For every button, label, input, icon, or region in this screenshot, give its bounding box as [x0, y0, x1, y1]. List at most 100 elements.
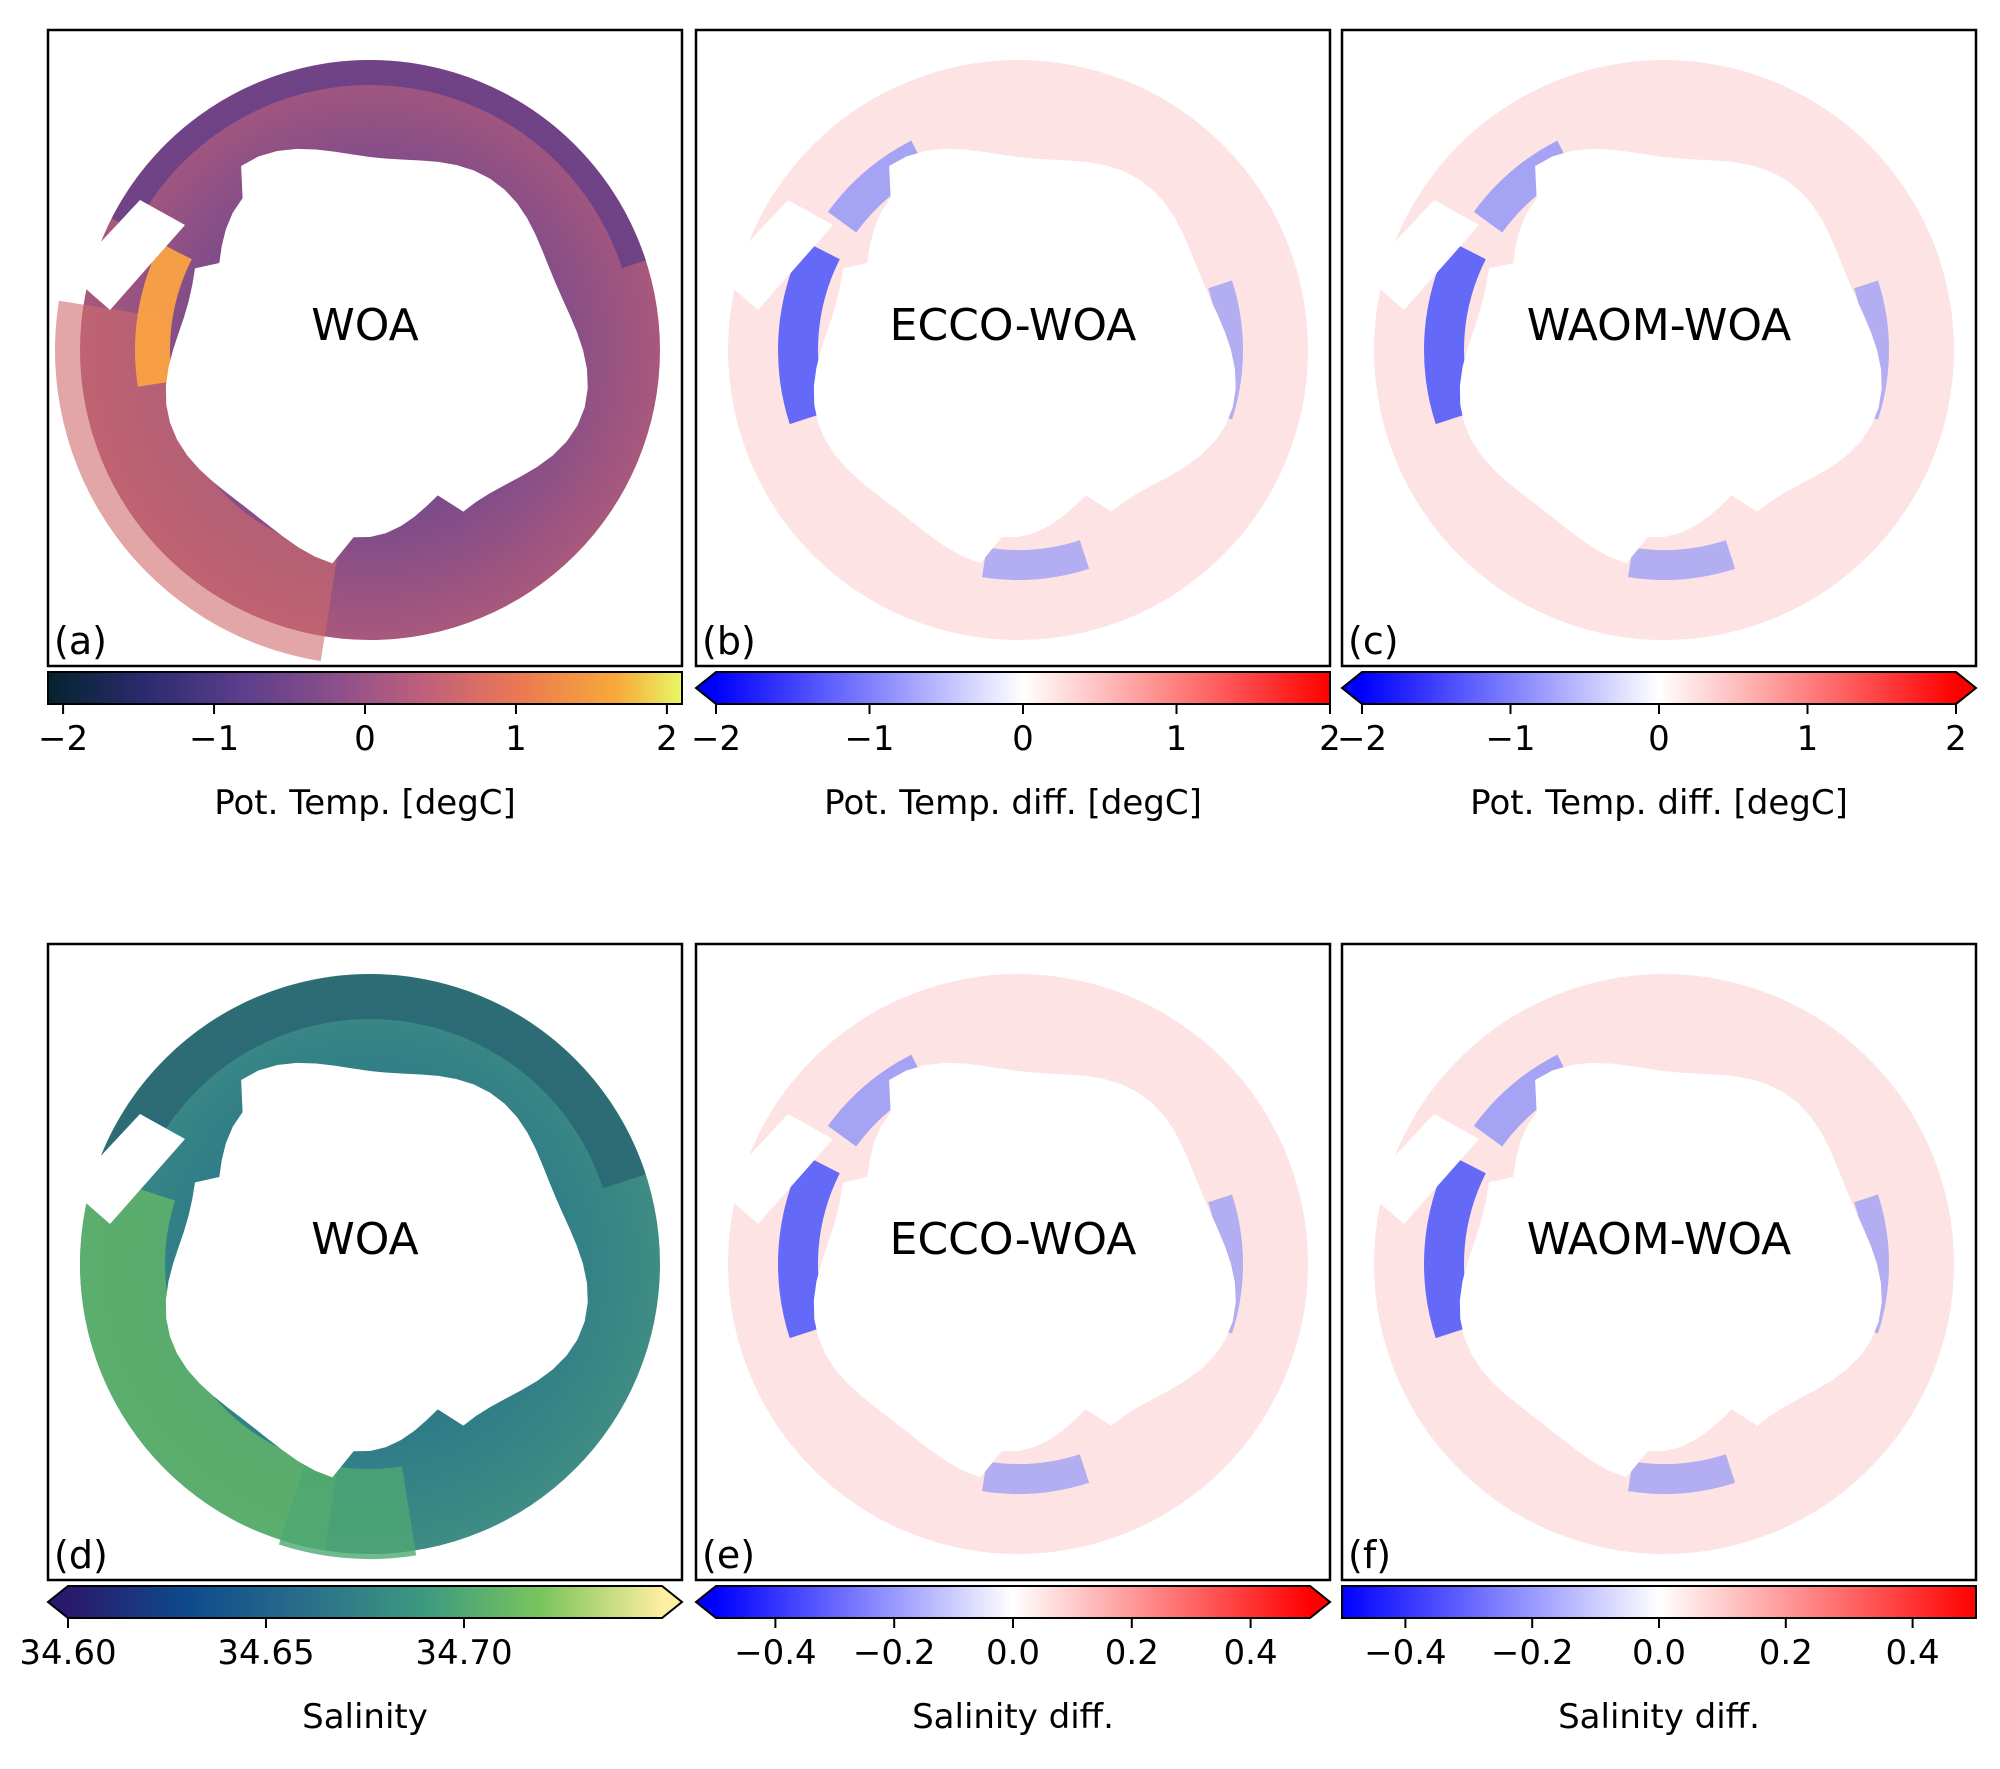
coastal-band: [1628, 540, 1736, 580]
antarctica-mask: [813, 148, 1236, 564]
antarctica-mask: [1459, 148, 1882, 564]
colorbar-tick-label: 34.60: [19, 1633, 116, 1673]
panel-d: WOA (d) 34.60 34.65 34.70 Salinity: [19, 942, 684, 1737]
coastal-band: [54, 300, 338, 662]
colorbar-tick-label: 1: [1166, 719, 1188, 759]
colorbar-tick-label: −1: [189, 719, 239, 759]
colorbar-tick-label: 34.65: [217, 1633, 314, 1673]
colorbar-tick-label: 0.4: [1886, 1633, 1940, 1673]
colorbar-extend-min: [696, 672, 716, 704]
panel-title: WAOM-WOA: [1527, 300, 1792, 351]
panel-title: WOA: [311, 300, 418, 351]
colorbar-extend-max: [662, 1586, 682, 1618]
panel-tag: (d): [54, 1533, 108, 1577]
colorbar-tick-label: 2: [1945, 719, 1967, 759]
colorbar-tick-label: 0.0: [986, 1633, 1040, 1673]
plot-layer: WOA (a) −2 −1 0 1 2 Pot. Temp. [degC] ECCO-WOA (b…: [19, 28, 1978, 1737]
colorbar-label: Pot. Temp. [degC]: [214, 783, 516, 823]
panel-tag: (f): [1348, 1533, 1391, 1577]
coastal-band: [94, 974, 646, 1189]
peninsula-mask: [70, 200, 185, 310]
panel-frame: [1340, 942, 1978, 1582]
panel-title: ECCO-WOA: [890, 1214, 1137, 1265]
panel-title: WAOM-WOA: [1527, 1214, 1792, 1265]
peninsula-mask: [70, 1114, 185, 1224]
panel-tag: (a): [54, 619, 107, 663]
colorbar-tick-label: −0.2: [1491, 1633, 1574, 1673]
panel-frame: [46, 28, 684, 668]
panel-tag: (e): [702, 1533, 755, 1577]
colorbar-label: Salinity diff.: [1558, 1697, 1760, 1737]
colorbar-tick-label: 2: [1319, 719, 1341, 759]
peninsula-mask: [718, 200, 833, 310]
colorbar: −2 −1 0 1 2 Pot. Temp. diff. [degC]: [1337, 671, 1978, 823]
colorbar-tick-label: 0.2: [1759, 1633, 1813, 1673]
colorbar: −2 −1 0 1 2 Pot. Temp. [degC]: [38, 671, 683, 823]
peninsula-mask: [1364, 1114, 1479, 1224]
colorbar-label: Pot. Temp. diff. [degC]: [824, 783, 1202, 823]
panel-frame: [694, 942, 1332, 1582]
colorbar-extend-min: [696, 1586, 716, 1618]
colorbar-extend-max: [1956, 672, 1976, 704]
colorbar-tick-label: 0: [354, 719, 376, 759]
colorbar-gradient: [716, 1586, 1310, 1618]
panel-title: ECCO-WOA: [890, 300, 1137, 351]
coastal-band: [278, 1458, 417, 1559]
colorbar-gradient: [48, 672, 682, 704]
colorbar: −0.4 −0.2 0.0 0.2 0.4 Salinity diff.: [694, 1585, 1332, 1737]
panel-a: WOA (a) −2 −1 0 1 2 Pot. Temp. [degC]: [38, 28, 684, 823]
colorbar-tick-label: −2: [691, 719, 741, 759]
coastal-band: [1628, 1454, 1736, 1494]
colorbar-extend-min: [1342, 672, 1362, 704]
coastal-band: [135, 243, 192, 387]
colorbar-tick-label: 2: [656, 719, 678, 759]
panel-tag: (c): [1348, 619, 1399, 663]
antarctica-mask: [165, 1062, 588, 1478]
coastal-band: [982, 540, 1090, 580]
colorbar-gradient: [1342, 1586, 1976, 1618]
panel-frame: [694, 28, 1332, 668]
colorbar-outline: [47, 671, 683, 705]
colorbar-tick-label: 0.2: [1105, 1633, 1159, 1673]
coastal-band: [778, 241, 840, 425]
colorbar-tick-label: 34.70: [415, 1633, 512, 1673]
colorbar-gradient: [68, 1586, 662, 1618]
panel-frame: [1340, 28, 1978, 668]
colorbar-tick-label: −1: [844, 719, 894, 759]
antarctica-mask: [1459, 1062, 1882, 1478]
panel-b: ECCO-WOA (b) −2 −1 0 1 2 Pot. Temp. diff. [degC…: [691, 28, 1341, 823]
antarctica-mask: [813, 1062, 1236, 1478]
coastal-band: [80, 1174, 338, 1551]
colorbar-tick-label: −2: [1337, 719, 1387, 759]
colorbar-label: Salinity: [302, 1697, 428, 1737]
panel-f: WAOM-WOA (f) −0.4 −0.2 0.0 0.2 0.4 Salinity dif…: [1340, 942, 1978, 1737]
panel-title: WOA: [311, 1214, 418, 1265]
panel-c: WAOM-WOA (c) −2 −1 0 1 2 Pot. Temp. diff. [degC…: [1337, 28, 1978, 823]
colorbar-label: Salinity diff.: [912, 1697, 1114, 1737]
colorbar-outline: [1341, 1585, 1977, 1619]
panel-e: ECCO-WOA (e) −0.4 −0.2 0.0 0.2 0.4 Salinity dif…: [694, 942, 1332, 1737]
colorbar: −2 −1 0 1 2 Pot. Temp. diff. [degC]: [691, 671, 1341, 823]
panel-tag: (b): [702, 619, 756, 663]
peninsula-mask: [718, 1114, 833, 1224]
panel-frame: [46, 942, 684, 1582]
coastal-band: [982, 1454, 1090, 1494]
colorbar-tick-label: 0.4: [1224, 1633, 1278, 1673]
coastal-band: [1424, 1155, 1486, 1339]
colorbar: 34.60 34.65 34.70 Salinity: [19, 1585, 684, 1737]
colorbar-gradient: [1362, 672, 1956, 704]
colorbar-tick-label: 0: [1648, 719, 1670, 759]
colorbar-tick-label: −2: [38, 719, 88, 759]
colorbar-tick-label: 0: [1012, 719, 1034, 759]
colorbar-tick-label: 1: [505, 719, 527, 759]
colorbar-extend-min: [48, 1586, 68, 1618]
colorbar-tick-label: −0.2: [853, 1633, 936, 1673]
coastal-band: [1424, 241, 1486, 425]
colorbar-tick-label: 1: [1797, 719, 1819, 759]
colorbar-outline: [694, 1585, 1332, 1619]
colorbar: −0.4 −0.2 0.0 0.2 0.4 Salinity diff.: [1341, 1585, 1977, 1737]
colorbar-tick-label: −1: [1485, 719, 1535, 759]
colorbar-tick-label: −0.4: [1364, 1633, 1447, 1673]
peninsula-mask: [1364, 200, 1479, 310]
